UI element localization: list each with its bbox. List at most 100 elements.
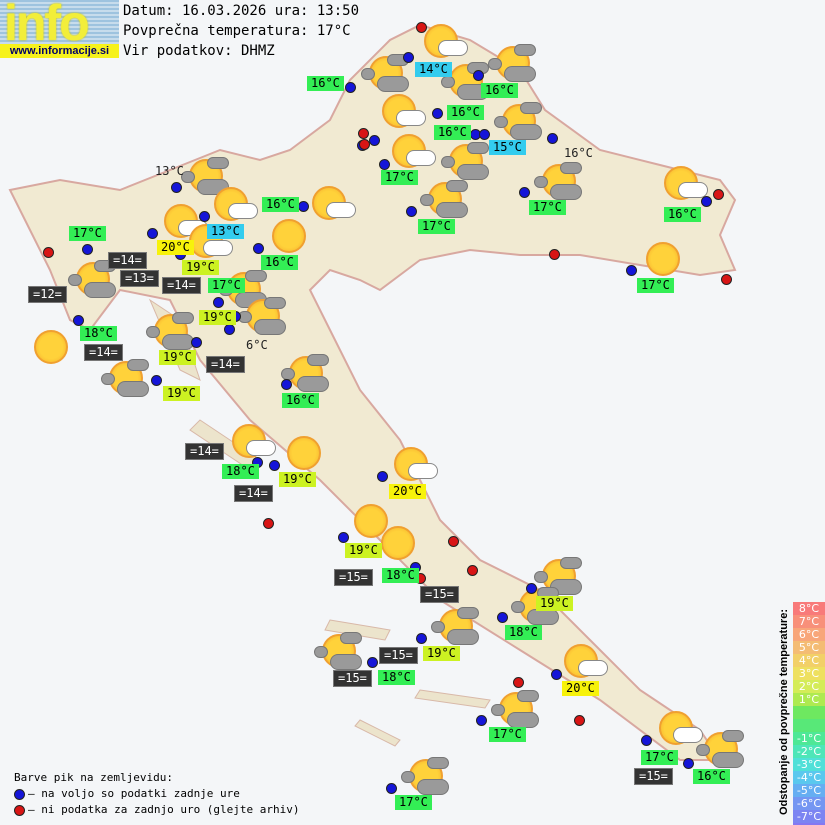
blue-station-dot[interactable] xyxy=(224,324,235,335)
red-station-dot[interactable] xyxy=(713,189,724,200)
blue-station-dot[interactable] xyxy=(683,758,694,769)
blue-station-dot[interactable] xyxy=(479,129,490,140)
cloud-shape xyxy=(314,646,328,658)
cloud-shape xyxy=(181,171,195,183)
blue-station-dot[interactable] xyxy=(298,201,309,212)
red-station-dot[interactable] xyxy=(467,565,478,576)
scale-step: 2°C xyxy=(793,680,825,693)
cloud-shape xyxy=(534,571,548,583)
cloud-shape xyxy=(245,270,267,282)
blue-station-dot[interactable] xyxy=(213,297,224,308)
red-station-dot[interactable] xyxy=(43,247,54,258)
cloud-shape xyxy=(722,730,744,742)
sea-temperature-label: =15= xyxy=(634,768,673,785)
red-station-dot[interactable] xyxy=(549,249,560,260)
scale-step: -7°C xyxy=(793,810,825,823)
cloud-shape xyxy=(408,463,438,479)
legend-red-text: – ni podatka za zadnjo uro (glejte arhiv… xyxy=(28,803,300,816)
red-station-dot[interactable] xyxy=(359,139,370,150)
scale-step: 5°C xyxy=(793,641,825,654)
temperature-label: 20°C xyxy=(389,484,426,499)
blue-station-dot[interactable] xyxy=(171,182,182,193)
cloudy-sun-icon xyxy=(534,162,582,202)
red-station-dot[interactable] xyxy=(358,128,369,139)
red-station-dot[interactable] xyxy=(416,22,427,33)
cloud-shape xyxy=(712,752,744,768)
cloud-shape xyxy=(457,607,479,619)
blue-station-dot[interactable] xyxy=(403,52,414,63)
cloud-shape xyxy=(507,712,539,728)
blue-station-dot[interactable] xyxy=(551,669,562,680)
blue-station-dot[interactable] xyxy=(269,460,280,471)
blue-station-dot[interactable] xyxy=(547,133,558,144)
blue-station-dot[interactable] xyxy=(641,735,652,746)
sun-shape xyxy=(354,504,388,538)
blue-station-dot[interactable] xyxy=(73,315,84,326)
logo[interactable]: info www.informacije.si xyxy=(0,0,119,58)
red-station-dot[interactable] xyxy=(574,715,585,726)
temperature-label: 15°C xyxy=(489,140,526,155)
logo-url-link[interactable]: www.informacije.si xyxy=(0,44,119,58)
blue-station-dot[interactable] xyxy=(497,612,508,623)
cloud-shape xyxy=(696,744,710,756)
blue-station-dot[interactable] xyxy=(82,244,93,255)
blue-station-dot[interactable] xyxy=(377,471,388,482)
blue-station-dot[interactable] xyxy=(386,783,397,794)
sea-temperature-label: =14= xyxy=(84,344,123,361)
blue-station-dot[interactable] xyxy=(473,70,484,81)
cloud-shape xyxy=(264,297,286,309)
cloud-shape xyxy=(361,68,375,80)
blue-station-dot[interactable] xyxy=(432,108,443,119)
red-station-dot[interactable] xyxy=(513,677,524,688)
scale-step: -6°C xyxy=(793,797,825,810)
red-station-dot[interactable] xyxy=(721,274,732,285)
sea-temperature-label: =14= xyxy=(185,443,224,460)
red-station-dot[interactable] xyxy=(448,536,459,547)
temperature-label: 19°C xyxy=(279,472,316,487)
blue-station-dot[interactable] xyxy=(369,135,380,146)
temperature-label: 16°C xyxy=(564,146,593,160)
cloud-shape xyxy=(494,116,508,128)
blue-station-dot[interactable] xyxy=(253,243,264,254)
date-line: Datum: 16.03.2026 ura: 13:50 xyxy=(123,3,360,19)
blue-station-dot[interactable] xyxy=(147,228,158,239)
blue-station-dot[interactable] xyxy=(345,82,356,93)
blue-station-dot[interactable] xyxy=(476,715,487,726)
sea-temperature-label: =15= xyxy=(333,670,372,687)
blue-station-dot[interactable] xyxy=(151,375,162,386)
cloud-shape xyxy=(491,704,505,716)
cloud-shape xyxy=(377,76,409,92)
cloud-shape xyxy=(457,164,489,180)
blue-station-dot[interactable] xyxy=(626,265,637,276)
sun-shape xyxy=(381,526,415,560)
cloudy-sun-icon xyxy=(361,54,409,94)
partly-cloudy-icon xyxy=(378,92,426,132)
blue-station-dot[interactable] xyxy=(406,206,417,217)
blue-station-dot[interactable] xyxy=(416,633,427,644)
deviation-scale: 8°C 7°C 6°C 5°C 4°C 3°C 2°C 1°C -1°C -2°C -3°C -4°C… xyxy=(793,602,825,825)
temperature-label: 17°C xyxy=(529,200,566,215)
blue-station-dot[interactable] xyxy=(519,187,530,198)
cloudy-sun-icon xyxy=(491,690,539,730)
blue-station-dot[interactable] xyxy=(379,159,390,170)
blue-station-dot[interactable] xyxy=(281,379,292,390)
cloud-shape xyxy=(326,202,356,218)
blue-station-dot[interactable] xyxy=(191,337,202,348)
cloud-shape xyxy=(146,326,160,338)
partly-cloudy-icon xyxy=(655,709,703,749)
sunny-icon xyxy=(377,524,421,564)
temperature-label: 17°C xyxy=(637,278,674,293)
temperature-label: 19°C xyxy=(345,543,382,558)
blue-station-dot[interactable] xyxy=(526,583,537,594)
cloud-shape xyxy=(550,184,582,200)
blue-station-dot[interactable] xyxy=(701,196,712,207)
red-station-dot[interactable] xyxy=(263,518,274,529)
blue-station-dot[interactable] xyxy=(338,532,349,543)
blue-station-dot[interactable] xyxy=(367,657,378,668)
cloud-shape xyxy=(117,381,149,397)
cloud-shape xyxy=(431,621,445,633)
blue-station-dot[interactable] xyxy=(199,211,210,222)
cloud-shape xyxy=(441,156,455,168)
legend-title: Barve pik na zemljevidu: xyxy=(14,771,173,784)
cloud-shape xyxy=(520,102,542,114)
